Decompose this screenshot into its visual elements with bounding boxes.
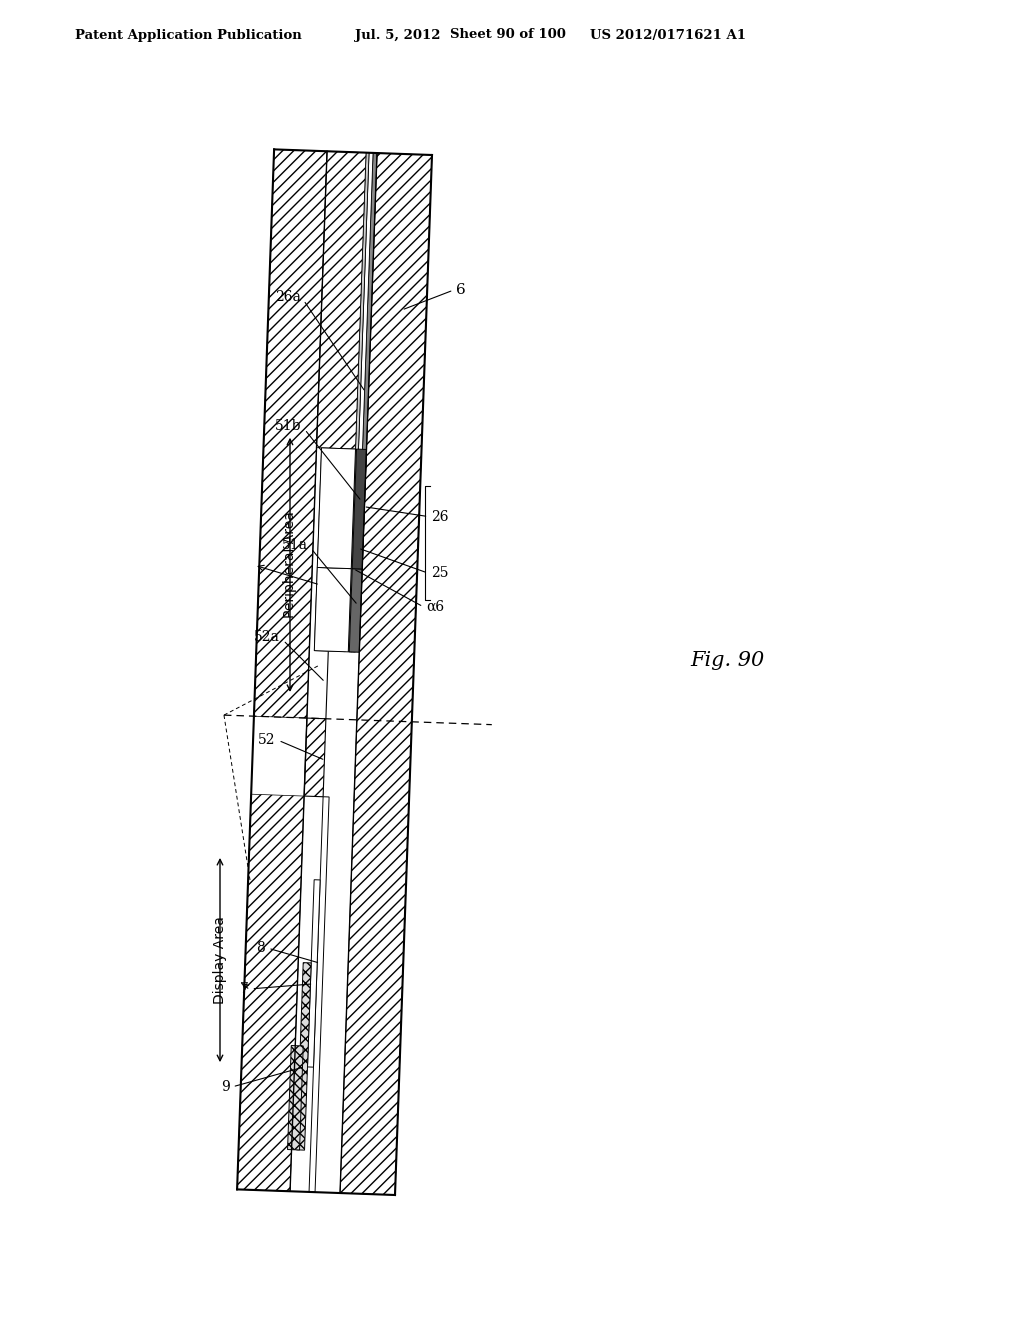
- Text: Jul. 5, 2012: Jul. 5, 2012: [355, 29, 440, 41]
- Polygon shape: [352, 449, 367, 569]
- Polygon shape: [358, 153, 377, 569]
- Polygon shape: [340, 153, 432, 1195]
- Text: 52: 52: [258, 734, 275, 747]
- Polygon shape: [351, 153, 373, 652]
- Text: Fig. 90: Fig. 90: [690, 651, 764, 669]
- Polygon shape: [348, 153, 369, 652]
- Text: 26: 26: [431, 510, 449, 524]
- Text: 26a: 26a: [274, 290, 300, 304]
- Polygon shape: [316, 152, 366, 449]
- Polygon shape: [314, 568, 351, 652]
- Polygon shape: [309, 797, 329, 1192]
- Text: 9: 9: [221, 1080, 229, 1094]
- Text: US 2012/0171621 A1: US 2012/0171621 A1: [590, 29, 746, 41]
- Text: Peripheral Area: Peripheral Area: [283, 511, 297, 618]
- Polygon shape: [288, 1045, 303, 1150]
- Polygon shape: [349, 569, 362, 652]
- Text: 8: 8: [256, 941, 265, 956]
- Text: 51a: 51a: [282, 539, 308, 552]
- Polygon shape: [314, 447, 352, 652]
- Text: Patent Application Publication: Patent Application Publication: [75, 29, 302, 41]
- Text: 51b: 51b: [275, 420, 302, 433]
- Text: 25: 25: [431, 566, 449, 579]
- Polygon shape: [254, 149, 327, 718]
- Text: 7: 7: [240, 982, 249, 995]
- Polygon shape: [326, 651, 329, 719]
- Text: Display Area: Display Area: [213, 916, 227, 1005]
- Polygon shape: [317, 447, 355, 569]
- Polygon shape: [238, 795, 304, 1191]
- Text: 6: 6: [457, 282, 466, 297]
- Polygon shape: [304, 718, 326, 797]
- Polygon shape: [307, 879, 321, 1067]
- Text: α6: α6: [426, 599, 444, 614]
- Text: Sheet 90 of 100: Sheet 90 of 100: [450, 29, 566, 41]
- Text: 52a: 52a: [254, 630, 281, 644]
- Polygon shape: [297, 962, 311, 1150]
